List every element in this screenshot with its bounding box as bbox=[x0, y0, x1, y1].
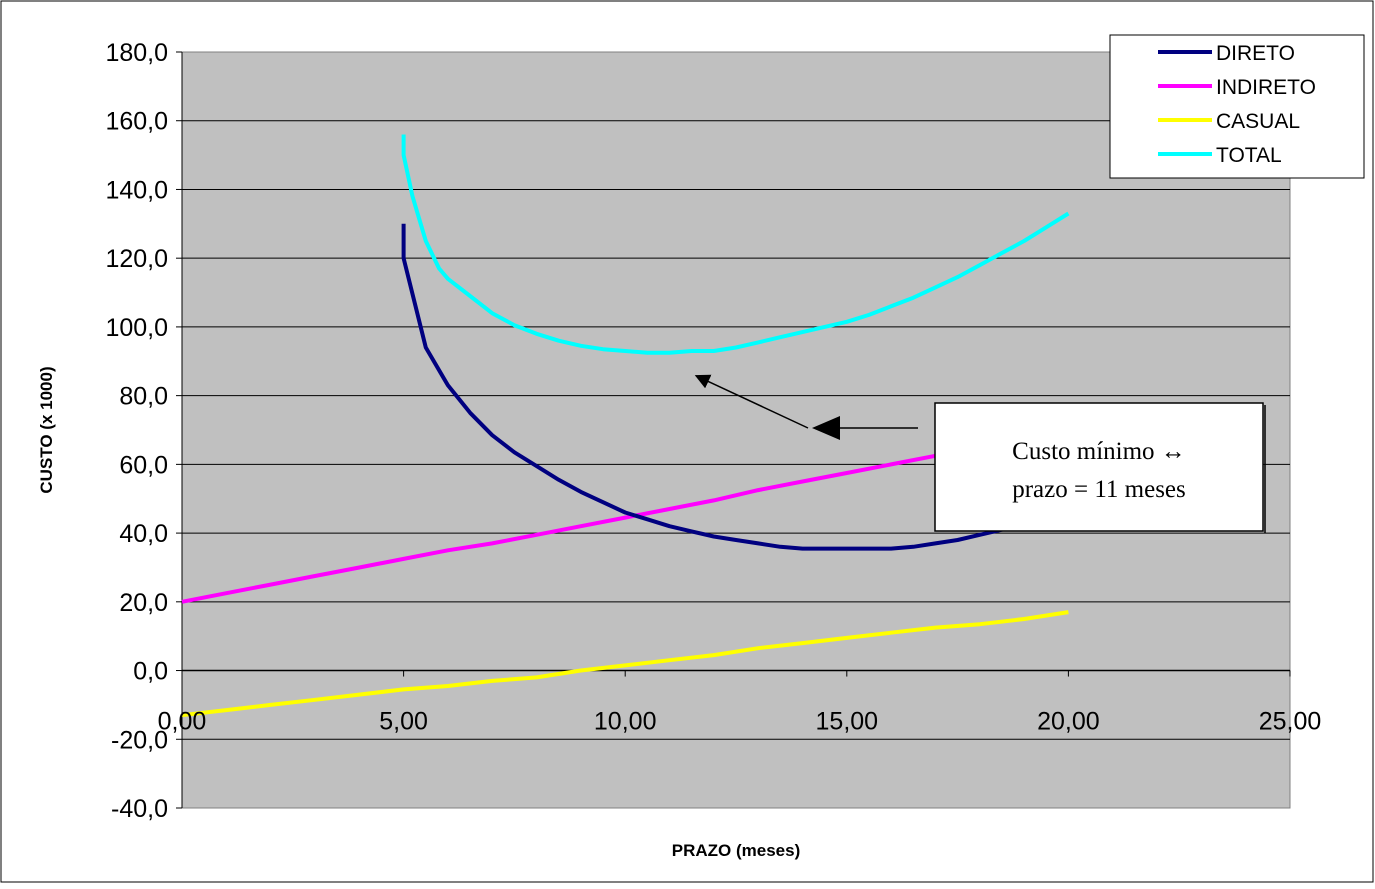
y-tick-label: 160,0 bbox=[105, 108, 168, 136]
series-line-casual bbox=[181, 610, 1069, 718]
x-tick-label: 20,00 bbox=[1037, 708, 1100, 736]
y-tick-label: 20,0 bbox=[119, 589, 168, 617]
series-lines bbox=[181, 134, 1070, 718]
y-tick-label: 80,0 bbox=[119, 383, 168, 411]
annotation-arrowhead-left bbox=[812, 416, 840, 440]
legend: DIRETO INDIRETO CASUAL TOTAL bbox=[1109, 34, 1365, 179]
legend-label-total: TOTAL bbox=[1216, 144, 1282, 167]
legend-label-casual: CASUAL bbox=[1216, 110, 1300, 133]
y-axis-title: CUSTO (x 1000) bbox=[37, 366, 56, 493]
y-tick-label: 120,0 bbox=[105, 245, 168, 273]
series-line-direto bbox=[401, 223, 1070, 551]
y-tick-labels: -40,0 -20,0 0,0 20,0 40,0 60,0 80,0 100,0 120,0 1… bbox=[105, 39, 168, 823]
legend-label-indireto: INDIRETO bbox=[1216, 76, 1316, 99]
series-line-total bbox=[401, 134, 1070, 355]
y-tick-label: 100,0 bbox=[105, 314, 168, 342]
legend-box bbox=[1109, 34, 1365, 179]
legend-label-direto: DIRETO bbox=[1216, 42, 1295, 65]
x-axis-title: PRAZO (meses) bbox=[672, 841, 800, 860]
y-tick-label: 0,0 bbox=[133, 658, 168, 686]
annotation-box bbox=[934, 402, 1264, 532]
x-tick-label: 0,00 bbox=[158, 708, 207, 736]
legend-items: DIRETO INDIRETO CASUAL TOTAL bbox=[1158, 42, 1316, 167]
y-tick-label: 60,0 bbox=[119, 451, 168, 479]
annotation-line-2: prazo = 11 meses bbox=[1012, 476, 1186, 503]
y-tick-label: 180,0 bbox=[105, 39, 168, 67]
annotation-arrow bbox=[694, 374, 809, 429]
y-tick-label: 40,0 bbox=[119, 520, 168, 548]
y-tick-label: 140,0 bbox=[105, 176, 168, 204]
x-tick-label: 5,00 bbox=[379, 708, 428, 736]
axes bbox=[176, 51, 1291, 809]
y-tick-label: -40,0 bbox=[111, 795, 168, 823]
x-tick-labels: 0,00 5,00 10,00 15,00 20,00 25,00 bbox=[158, 708, 1322, 736]
y-tick-label: -20,0 bbox=[111, 726, 168, 754]
x-tick-label: 15,00 bbox=[816, 708, 879, 736]
series-line-indireto bbox=[181, 428, 1069, 604]
annotation-callout: Custo mínimo ↔ prazo = 11 meses bbox=[694, 374, 1266, 533]
x-tick-label: 25,00 bbox=[1259, 708, 1322, 736]
x-tick-label: 10,00 bbox=[594, 708, 657, 736]
annotation-line-1: Custo mínimo ↔ bbox=[1012, 438, 1186, 465]
